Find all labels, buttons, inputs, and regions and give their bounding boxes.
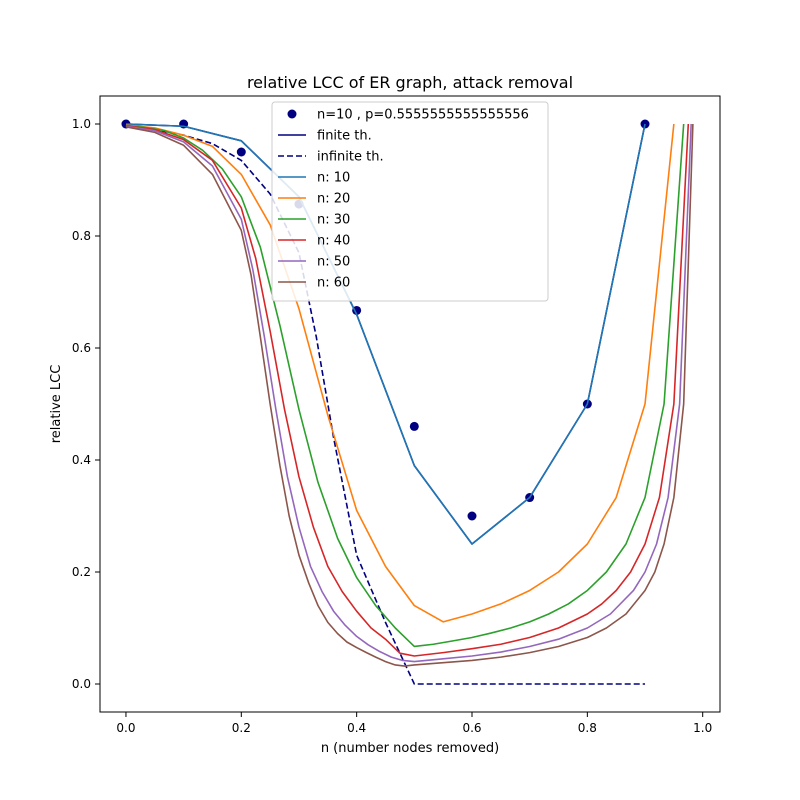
y-tick-label: 0.8 [72, 229, 91, 243]
legend-label: n=10 , p=0.5555555555555556 [317, 108, 529, 123]
x-axis-label: n (number nodes removed) [321, 741, 499, 756]
legend-marker [287, 109, 297, 119]
y-tick-label: 0.6 [72, 341, 91, 355]
x-tick-label: 0.8 [578, 721, 597, 735]
series-line [125, 123, 646, 545]
axes-frame [99, 95, 721, 713]
y-axis-label: relative LCC [49, 365, 64, 444]
chart-title: relative LCC of ER graph, attack removal [247, 73, 573, 92]
x-tick-label: 1.0 [693, 721, 712, 735]
series-line [125, 123, 692, 663]
series-line [125, 123, 694, 667]
series-line [125, 123, 690, 657]
scatter-point [467, 511, 477, 521]
y-tick-label: 0.2 [72, 565, 91, 579]
series-line [125, 123, 685, 648]
series-line [125, 123, 675, 623]
x-tick-label: 0.0 [116, 721, 135, 735]
scatter-point [236, 147, 246, 157]
scatter-point [640, 119, 650, 129]
y-tick-label: 0.4 [72, 453, 91, 467]
plot-area [121, 119, 694, 685]
x-tick-label: 0.2 [232, 721, 251, 735]
legend-box [271, 101, 549, 302]
legend-label: n: 40 [317, 234, 350, 249]
legend-label: n: 10 [317, 171, 350, 186]
legend: n=10 , p=0.5555555555555556 finite th. inf… [271, 101, 549, 302]
axes: 0.0 0.2 0.4 0.6 0.8 1.0 0.0 0.2 0.4 0.6 0.8 1.0 [72, 95, 721, 735]
legend-label: finite th. [317, 129, 372, 144]
legend-label: n: 60 [317, 276, 350, 291]
y-tick-label: 0.0 [72, 677, 91, 691]
series-line [125, 125, 646, 685]
x-tick-label: 0.6 [462, 721, 481, 735]
legend-label: n: 50 [317, 255, 350, 270]
legend-label: infinite th. [317, 150, 384, 165]
scatter-point [409, 421, 419, 431]
y-tick-label: 1.0 [72, 117, 91, 131]
x-tick-label: 0.4 [347, 721, 366, 735]
legend-label: n: 20 [317, 192, 350, 207]
legend-label: n: 30 [317, 213, 350, 228]
